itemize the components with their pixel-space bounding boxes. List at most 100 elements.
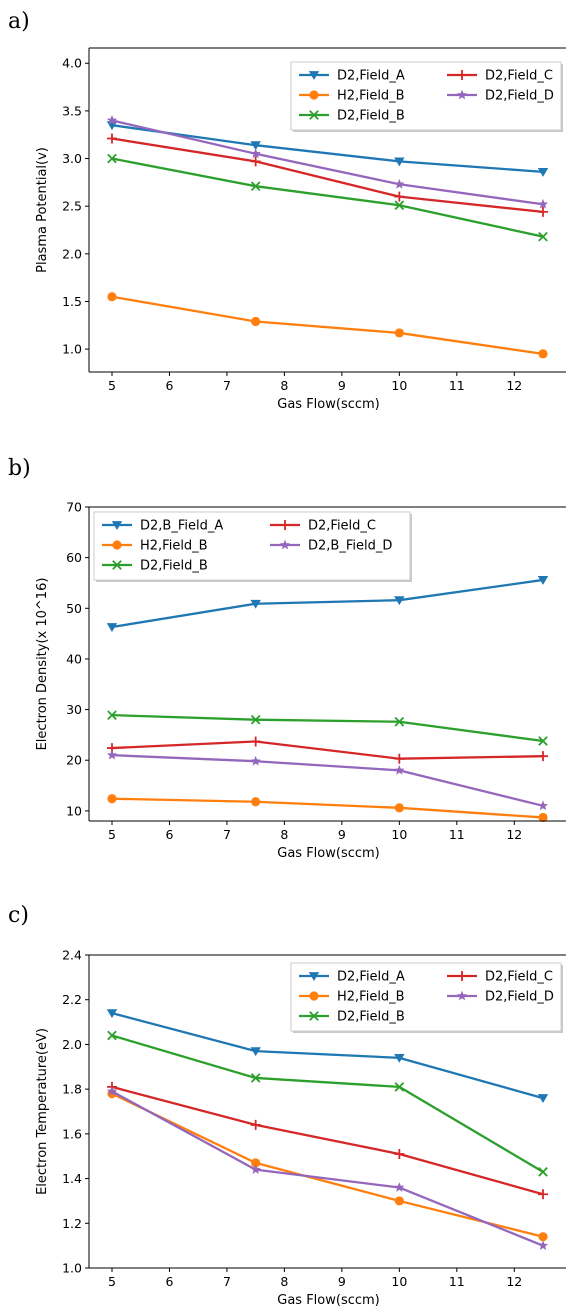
x-tick-label: 11 — [449, 827, 465, 842]
data-point — [538, 206, 549, 217]
legend-marker — [457, 70, 467, 80]
series-2 — [107, 1089, 548, 1242]
x-tick-label: 8 — [280, 378, 288, 393]
data-point — [538, 1232, 548, 1242]
series-line — [111, 714, 544, 743]
y-tick-label: 60 — [66, 550, 82, 565]
y-tick-label: 70 — [66, 500, 82, 515]
legend-box — [290, 962, 562, 1032]
data-point — [538, 1189, 549, 1200]
series-line — [111, 1012, 544, 1100]
data-point — [250, 1164, 261, 1174]
legend-marker — [279, 539, 291, 550]
data-point — [394, 178, 405, 189]
legend-marker — [309, 1011, 319, 1021]
data-point — [537, 1240, 549, 1251]
data-point — [106, 623, 118, 632]
legend-item: H2,Field_B — [299, 89, 405, 104]
series-1 — [106, 1009, 549, 1104]
legend-marker — [112, 540, 122, 550]
data-point — [250, 1119, 261, 1130]
series-line — [111, 1085, 544, 1196]
panel-label-3: c) — [8, 903, 29, 928]
data-point — [251, 1158, 261, 1168]
y-axis-label: Plasma Potential(v) — [35, 147, 50, 273]
data-point — [250, 141, 261, 151]
legend-marker — [111, 521, 123, 530]
data-point — [106, 1009, 118, 1019]
data-point — [537, 1094, 549, 1104]
y-tick-label: 40 — [66, 651, 82, 666]
y-tick-label: 50 — [66, 601, 82, 616]
x-tick-label: 12 — [506, 1274, 522, 1289]
legend-marker — [457, 971, 467, 981]
legend-item: D2,Field_B — [102, 559, 208, 574]
series-4 — [106, 1081, 549, 1200]
data-point — [394, 328, 404, 338]
legend-marker — [456, 990, 468, 1001]
data-point — [538, 1167, 548, 1177]
legend-label: D2,Field_A — [337, 970, 405, 985]
data-point — [250, 1047, 261, 1057]
legend-label: D2,Field_C — [485, 69, 553, 84]
data-point — [250, 156, 261, 167]
x-tick-label: 10 — [391, 827, 407, 842]
legend-label: D2,Field_B — [140, 559, 208, 574]
x-tick-label: 6 — [165, 378, 173, 393]
x-tick-label: 8 — [280, 1274, 288, 1289]
data-point — [250, 181, 261, 192]
data-point — [394, 803, 404, 813]
y-tick-label: 2.4 — [62, 948, 82, 963]
legend-label: H2,Field_B — [337, 990, 405, 1005]
legend-label: D2,B_Field_D — [308, 539, 392, 554]
series-3 — [107, 153, 548, 242]
series-line — [111, 740, 544, 760]
legend-item: D2,Field_C — [270, 519, 376, 534]
data-point — [394, 753, 405, 764]
y-tick-label: 30 — [66, 702, 82, 717]
data-point — [107, 710, 117, 720]
data-point — [250, 599, 261, 609]
chart-3: c) 5 6 7 8 9 10 11 12 1.0 1.2 1.4 1.6 1.8 2.0 2.2 2.4 Gas… — [8, 903, 566, 1308]
x-tick-label: 11 — [449, 1274, 465, 1289]
legend-item: D2,Field_C — [447, 69, 553, 84]
x-tick-label: 5 — [108, 827, 116, 842]
legend-item: D2,B_Field_A — [102, 519, 223, 534]
data-point — [107, 1030, 117, 1041]
series-2 — [107, 794, 548, 823]
data-point — [537, 800, 549, 811]
legend-marker — [308, 972, 320, 981]
legend-item: D2,Field_A — [299, 69, 405, 84]
data-point — [537, 576, 549, 585]
series-line — [111, 754, 544, 807]
legend: D2,B_Field_A H2,Field_B D2,Field_B D2,Field… — [93, 511, 412, 582]
series-line — [111, 1034, 544, 1173]
data-point — [394, 1082, 405, 1092]
x-tick-label: 5 — [108, 378, 116, 393]
series-5 — [106, 1085, 549, 1251]
x-tick-label: 12 — [506, 827, 522, 842]
legend-item: D2,Field_B — [299, 1010, 405, 1025]
legend-marker — [456, 89, 468, 100]
y-tick-label: 20 — [66, 753, 82, 768]
y-tick-label: 1.5 — [62, 294, 82, 309]
series-4 — [106, 133, 549, 217]
series-5 — [106, 115, 549, 209]
legend-marker — [112, 560, 122, 570]
panel-label-2: b) — [8, 456, 31, 481]
y-tick-label: 2.2 — [62, 992, 82, 1007]
y-axis-label: Electron Temperature(eV) — [35, 1028, 50, 1195]
data-point — [107, 153, 117, 164]
y-tick-label: 1.0 — [62, 342, 82, 357]
series-line — [111, 157, 544, 238]
data-point — [106, 1085, 118, 1096]
legend-label: D2,Field_D — [485, 990, 554, 1005]
x-tick-label: 9 — [338, 1274, 346, 1289]
x-tick-label: 12 — [506, 378, 522, 393]
legend-label: D2,Field_C — [308, 519, 376, 534]
data-point — [394, 1053, 405, 1063]
data-point — [394, 1196, 404, 1206]
data-point — [538, 231, 548, 242]
x-tick-label: 7 — [223, 827, 231, 842]
